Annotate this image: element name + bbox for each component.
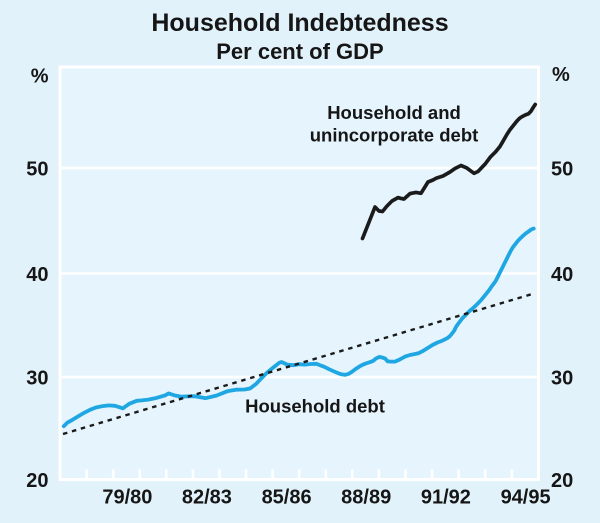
- svg-text:91/92: 91/92: [421, 486, 471, 508]
- svg-text:20: 20: [551, 470, 573, 492]
- svg-text:30: 30: [551, 367, 573, 389]
- svg-text:30: 30: [26, 367, 48, 389]
- svg-text:88/89: 88/89: [341, 486, 391, 508]
- svg-text:Household Indebtedness: Household Indebtedness: [151, 9, 448, 37]
- svg-text:20: 20: [26, 470, 48, 492]
- svg-text:50: 50: [26, 158, 48, 180]
- svg-text:%: %: [552, 64, 570, 86]
- svg-text:Household and: Household and: [327, 102, 461, 123]
- svg-text:94/95: 94/95: [501, 486, 551, 508]
- svg-text:%: %: [31, 66, 49, 88]
- svg-text:85/86: 85/86: [262, 486, 312, 508]
- svg-text:50: 50: [551, 158, 573, 180]
- svg-text:79/80: 79/80: [102, 486, 152, 508]
- svg-text:unincorporate debt: unincorporate debt: [310, 125, 479, 146]
- svg-text:82/83: 82/83: [182, 486, 232, 508]
- svg-text:40: 40: [551, 264, 573, 286]
- svg-text:Household debt: Household debt: [245, 396, 385, 417]
- svg-text:Per cent of GDP: Per cent of GDP: [216, 39, 383, 64]
- svg-text:40: 40: [26, 264, 48, 286]
